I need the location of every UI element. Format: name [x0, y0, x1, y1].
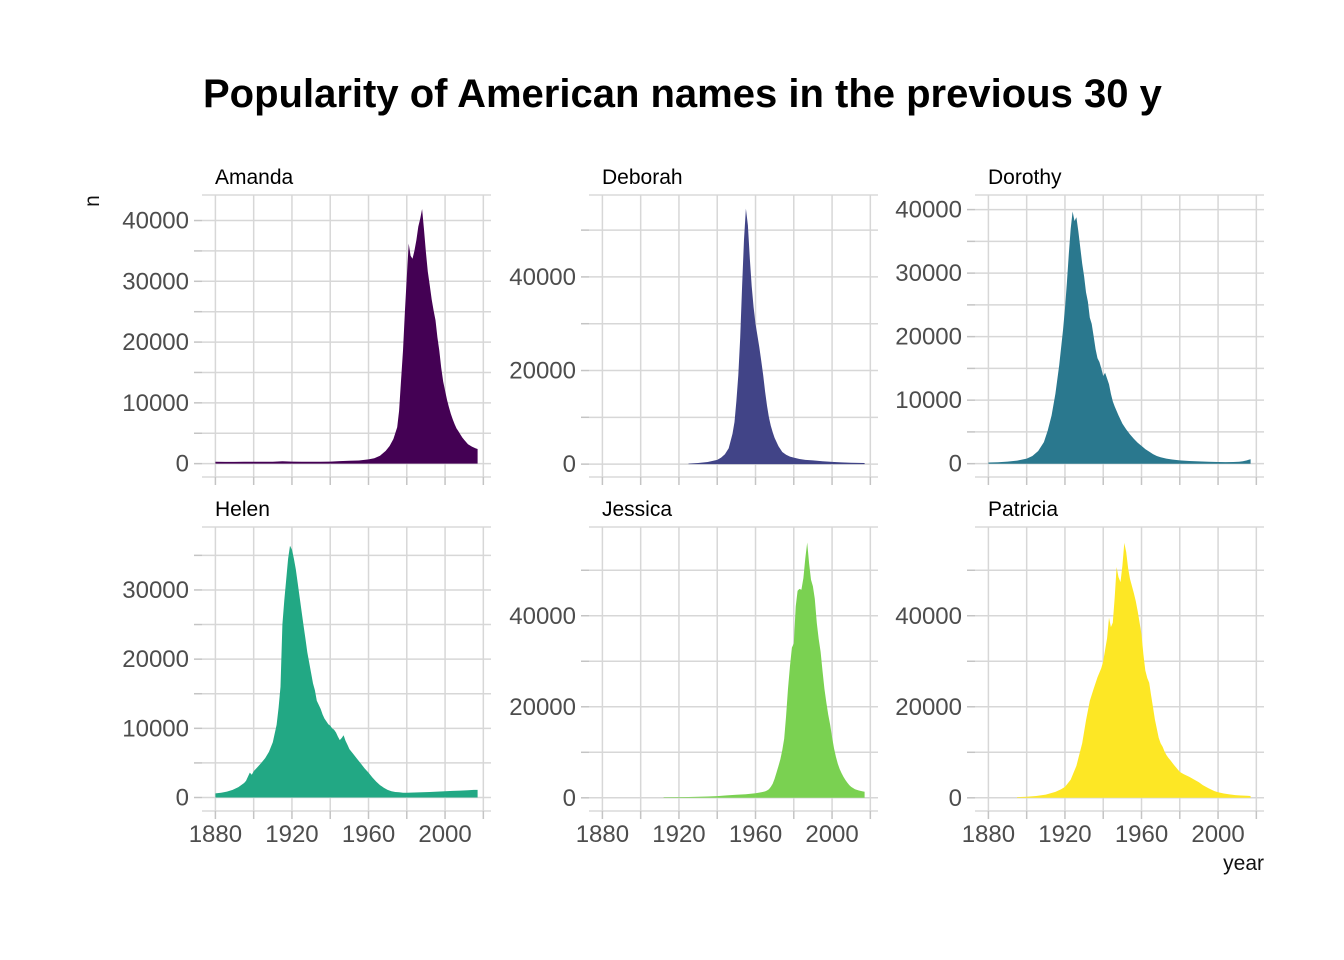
x-tick-label: 1920 [265, 821, 318, 848]
x-tick-label: 2000 [1191, 821, 1244, 848]
y-tick-label: 20000 [509, 358, 576, 385]
y-tick-label: 20000 [509, 694, 576, 721]
facet-helen: Helen 0 10000 20000 30000 1880 1920 1960 2000 [122, 498, 491, 848]
area-series-patricia [1017, 542, 1251, 798]
facet-label: Amanda [215, 166, 294, 189]
facet-label: Jessica [602, 498, 672, 521]
x-tick-label: 2000 [418, 821, 471, 848]
x-tick-label: 1960 [342, 821, 395, 848]
facet-label: Dorothy [988, 166, 1062, 189]
y-tick-label: 40000 [509, 603, 576, 630]
y-tick-label: 0 [949, 451, 962, 478]
facet-label: Helen [215, 498, 270, 521]
area-series-deborah [688, 208, 865, 465]
y-tick-label: 10000 [895, 387, 962, 414]
y-tick-label: 0 [563, 451, 576, 478]
facet-patricia: Patricia 0 20000 40000 1880 1920 1960 2000 [895, 498, 1264, 848]
x-tick-label: 1920 [1038, 821, 1091, 848]
x-tick-label: 1960 [729, 821, 782, 848]
y-tick-label: 20000 [895, 324, 962, 351]
facet-dorothy: Dorothy 0 10000 20000 30000 40000 [895, 166, 1264, 485]
x-tick-label: 1880 [576, 821, 629, 848]
y-tick-label: 40000 [122, 208, 189, 235]
x-tick-label: 1880 [189, 821, 242, 848]
facet-label: Patricia [988, 498, 1058, 521]
facet-label: Deborah [602, 166, 683, 189]
y-tick-label: 40000 [895, 603, 962, 630]
area-series-helen [215, 545, 478, 798]
y-tick-label: 40000 [895, 197, 962, 224]
x-axis-title: year [1223, 852, 1264, 875]
y-tick-label: 30000 [122, 268, 189, 295]
y-tick-label: 30000 [895, 260, 962, 287]
y-tick-label: 10000 [122, 390, 189, 417]
chart-title: Popularity of American names in the prev… [203, 72, 1162, 116]
facet-amanda: Amanda 0 10000 20000 30000 40000 [122, 166, 491, 485]
y-tick-label: 20000 [895, 694, 962, 721]
x-tick-label: 1880 [962, 821, 1015, 848]
y-tick-label: 20000 [122, 646, 189, 673]
area-series-jessica [663, 542, 865, 798]
x-tick-label: 1960 [1115, 821, 1168, 848]
y-tick-label: 0 [176, 785, 189, 812]
area-series-dorothy [988, 211, 1251, 464]
area-series-amanda [215, 209, 478, 464]
x-tick-label: 2000 [805, 821, 858, 848]
y-tick-label: 0 [176, 451, 189, 478]
y-tick-label: 10000 [122, 715, 189, 742]
x-tick-label: 1920 [652, 821, 705, 848]
y-tick-label: 0 [949, 785, 962, 812]
y-tick-label: 0 [563, 785, 576, 812]
y-tick-label: 40000 [509, 264, 576, 291]
y-tick-label: 20000 [122, 329, 189, 356]
facet-deborah: Deborah 0 20000 40000 [509, 166, 878, 485]
y-tick-label: 30000 [122, 577, 189, 604]
facet-jessica: Jessica 0 20000 40000 1880 1920 1960 2000 [509, 498, 878, 848]
